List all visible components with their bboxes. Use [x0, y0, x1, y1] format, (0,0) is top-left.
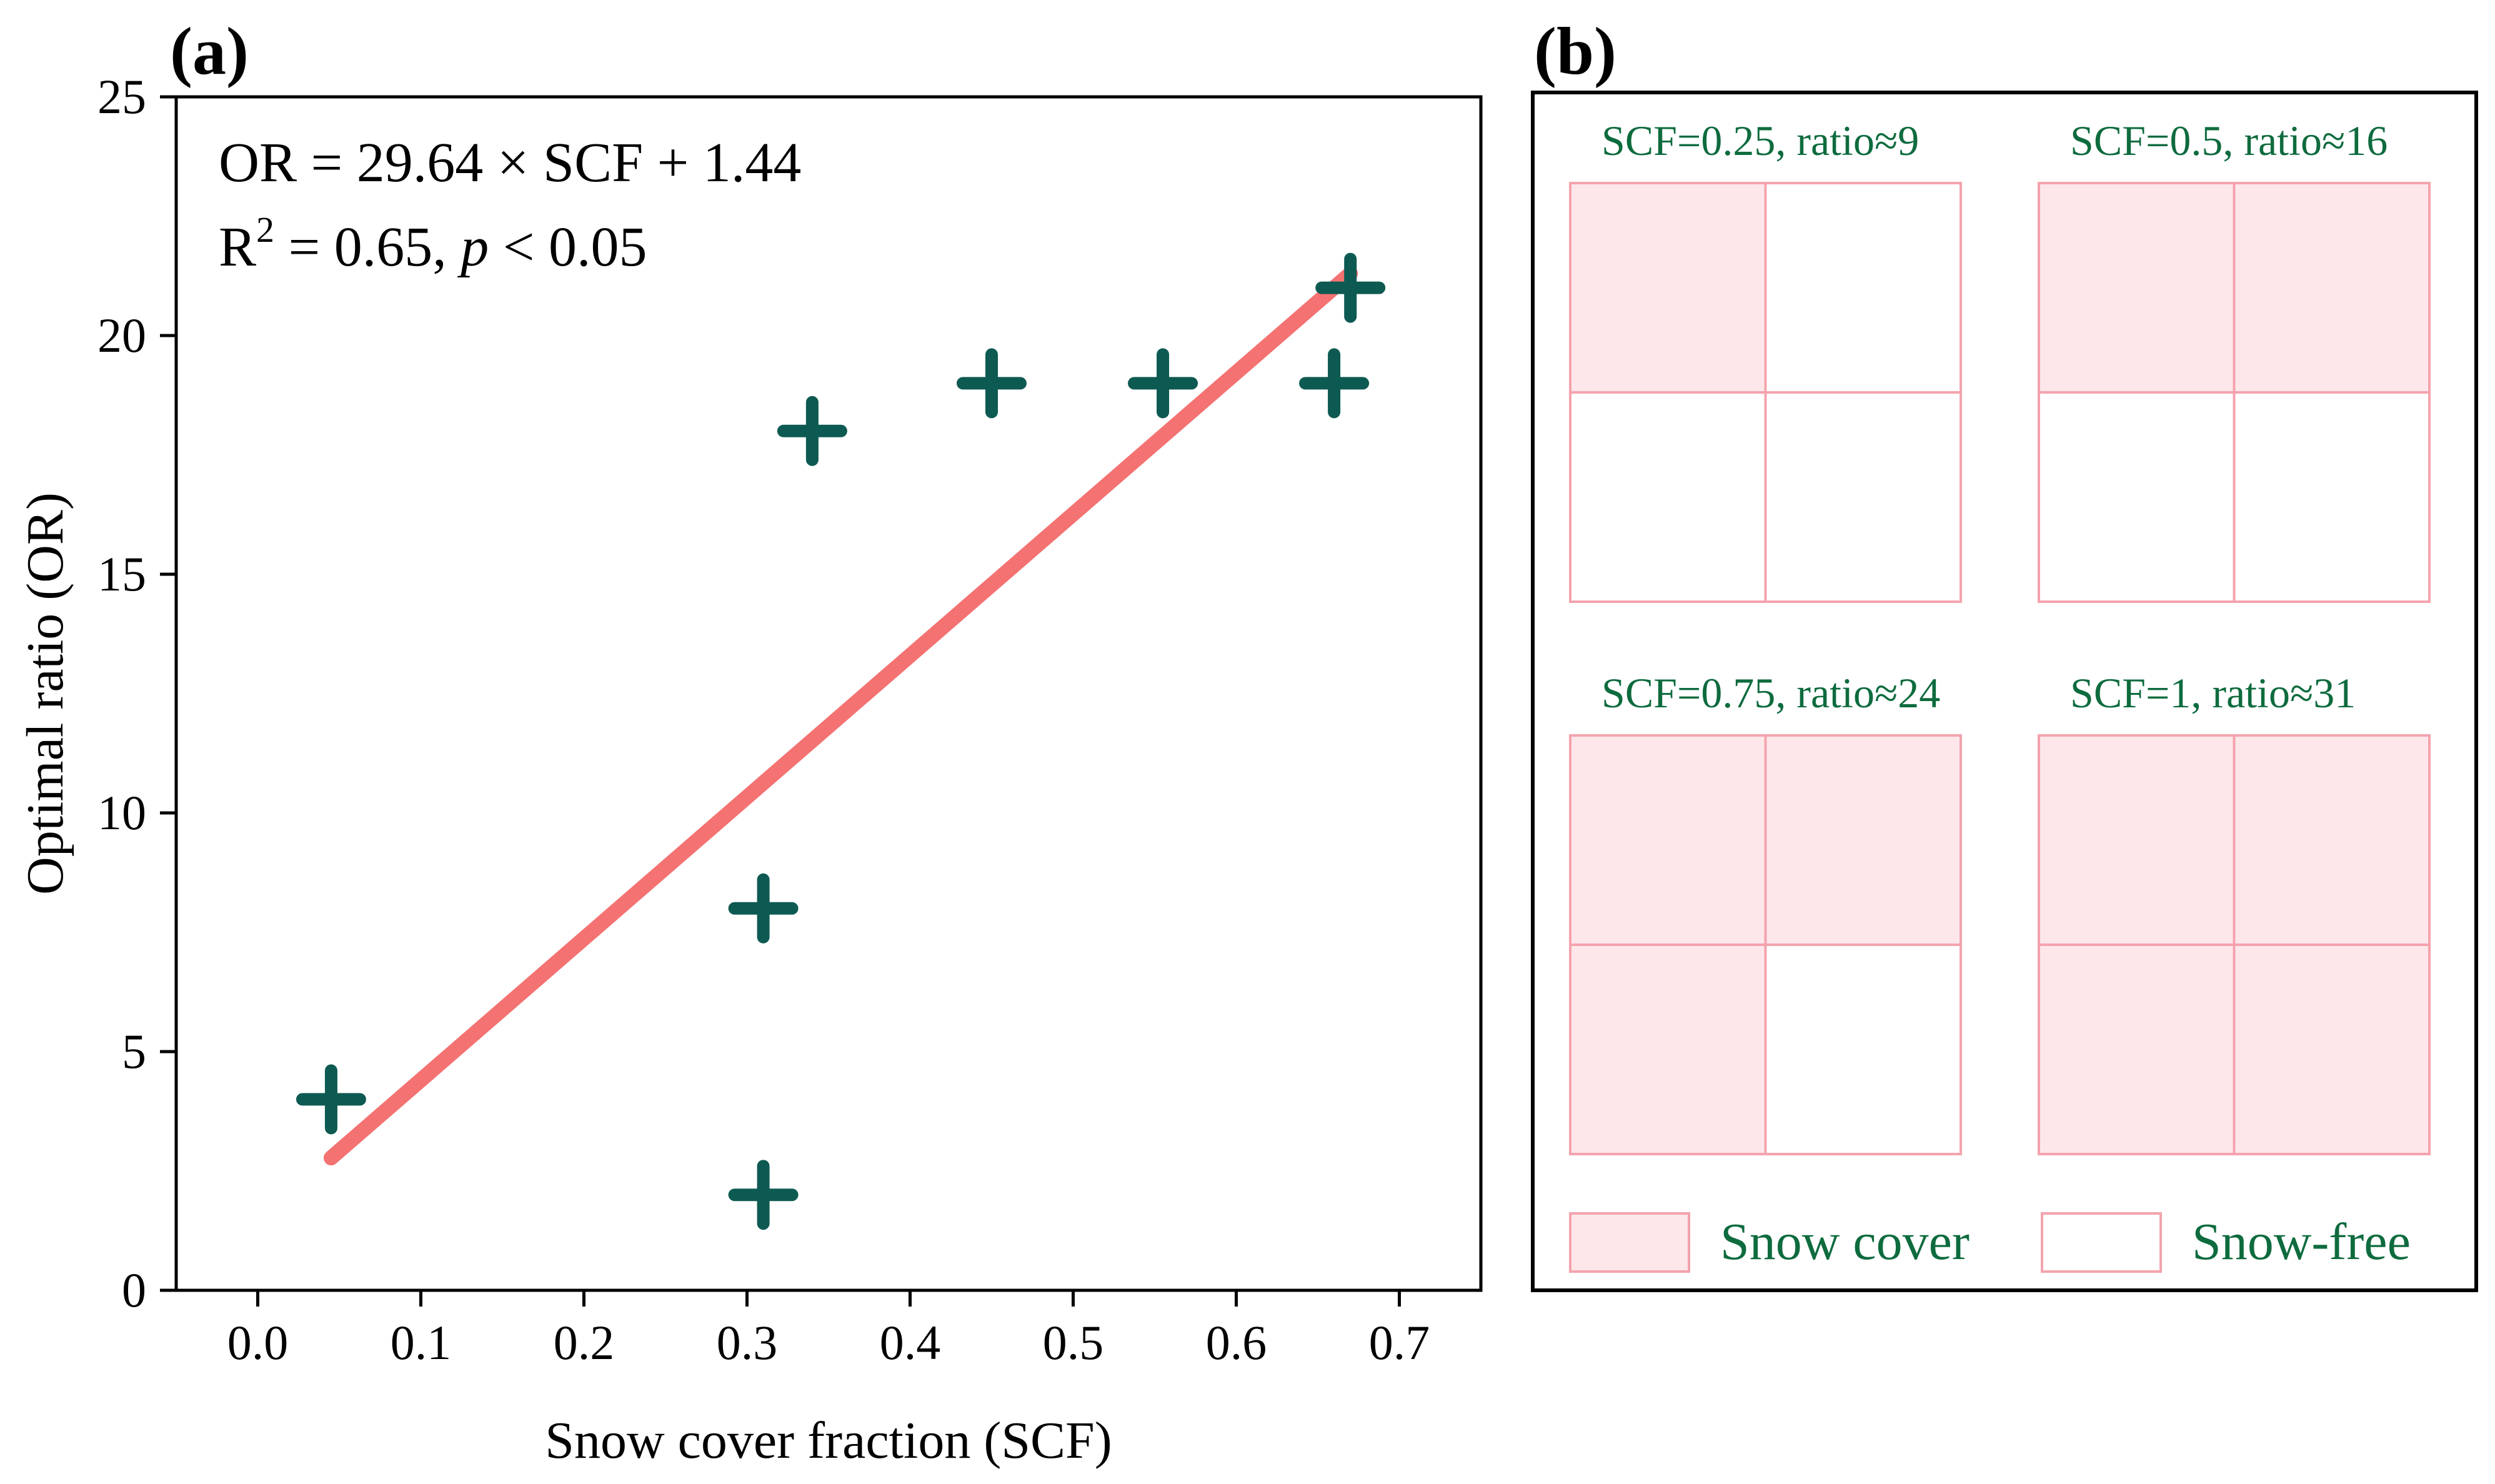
plot-area-frame	[174, 95, 1483, 1292]
x-tick-label: 0.6	[1206, 1315, 1267, 1370]
snow-cell	[1569, 944, 1767, 1155]
regression-equation: OR = 29.64 × SCF + 1.44	[219, 132, 801, 194]
diagram-panel: (b) SCF=0.25, ratio≈9 SCF=0.5, ratio≈16SC…	[1531, 14, 2478, 1292]
snow-cell	[1569, 182, 1767, 394]
data-points	[296, 252, 1386, 1230]
snow-free-cell	[1764, 391, 1962, 603]
legend-item: Snow-free	[2041, 1212, 2411, 1273]
y-axis-label: Optimal ratio (OR)	[16, 492, 74, 895]
x-tick-label: 0.1	[391, 1315, 452, 1370]
snow-grids: SCF=0.25, ratio≈9 SCF=0.5, ratio≈16 SCF=0.…	[1569, 117, 2431, 1155]
x-tick-label: 0.4	[880, 1315, 941, 1370]
p-symbol: p	[457, 216, 489, 278]
y-tick-label: 15	[97, 547, 146, 601]
data-point	[728, 1160, 799, 1230]
legend-item: Snow cover	[1569, 1212, 1970, 1273]
snow-cell	[2233, 182, 2431, 394]
diagram-frame	[1531, 91, 2478, 1292]
y-tick-label: 25	[97, 69, 146, 124]
snow-grid: SCF=0.25, ratio≈9	[1569, 117, 1962, 603]
data-point	[1315, 252, 1386, 323]
panel-label-b: (b)	[1534, 14, 1616, 89]
snow-cell	[1764, 734, 1962, 946]
x-tick-label: 0.0	[227, 1315, 289, 1370]
regression-line	[323, 266, 1358, 1166]
r2-prefix: R	[219, 216, 256, 278]
snow-cell	[2038, 182, 2236, 394]
y-axis-ticks: 0 5 10 15 20 25	[97, 69, 176, 1317]
snow-grid: SCF=1, ratio≈31	[2038, 669, 2431, 1155]
legend-swatch	[2041, 1212, 2162, 1273]
data-point	[728, 873, 799, 944]
legend-label: Snow cover	[1720, 1213, 1970, 1271]
snow-cell	[2233, 734, 2431, 946]
snow-free-cell	[1764, 944, 1962, 1155]
y-tick-label: 0	[122, 1263, 146, 1317]
y-tick-label: 10	[97, 785, 146, 840]
r2-middle: = 0.65,	[274, 216, 461, 278]
x-tick-label: 0.2	[554, 1315, 615, 1370]
grid-title: SCF=1, ratio≈31	[2070, 669, 2356, 717]
snow-free-cell	[2038, 391, 2236, 603]
snow-free-cell	[1569, 391, 1767, 603]
grid-title: SCF=0.5, ratio≈16	[2070, 117, 2388, 164]
snow-grid: SCF=0.75, ratio≈24	[1569, 669, 1962, 1155]
data-point	[296, 1064, 366, 1135]
panel-label-a: (a)	[170, 14, 249, 89]
snow-cell	[2233, 944, 2431, 1155]
r2-end: < 0.05	[489, 216, 647, 278]
snow-cell	[1569, 734, 1767, 946]
snow-cell	[2038, 734, 2236, 946]
scatter-panel: (a) 0.0 0.1 0.2 0.3 0.4 0.5 0.6 0.7 0510152025 …	[16, 14, 1483, 1470]
legend-label: Snow-free	[2192, 1213, 2411, 1271]
x-tick-label: 0.5	[1043, 1315, 1104, 1370]
x-tick-label: 0.7	[1369, 1315, 1430, 1370]
x-axis-ticks: 0.0 0.1 0.2 0.3 0.4 0.5 0.6 0.7	[227, 1290, 1430, 1370]
legend-swatch	[1569, 1212, 1690, 1273]
snow-cell	[2038, 944, 2236, 1155]
grid-title: SCF=0.75, ratio≈24	[1601, 669, 1940, 717]
data-point	[957, 348, 1027, 419]
snow-grid: SCF=0.5, ratio≈16	[2038, 117, 2431, 603]
x-axis-label: Snow cover fraction (SCF)	[545, 1412, 1112, 1470]
r-squared-annotation: R2 = 0.65, p < 0.05	[219, 209, 647, 278]
snow-free-cell	[2233, 391, 2431, 603]
grid-title: SCF=0.25, ratio≈9	[1601, 117, 1919, 164]
data-point	[1299, 348, 1370, 419]
legend: Snow cover Snow-free	[1569, 1212, 2411, 1273]
data-point	[1128, 348, 1198, 419]
y-tick-label: 20	[97, 308, 146, 362]
y-tick-label: 5	[122, 1024, 146, 1078]
data-point	[777, 396, 847, 466]
snow-free-cell	[1764, 182, 1962, 394]
r2-superscript: 2	[256, 209, 274, 250]
x-tick-label: 0.3	[717, 1315, 778, 1370]
